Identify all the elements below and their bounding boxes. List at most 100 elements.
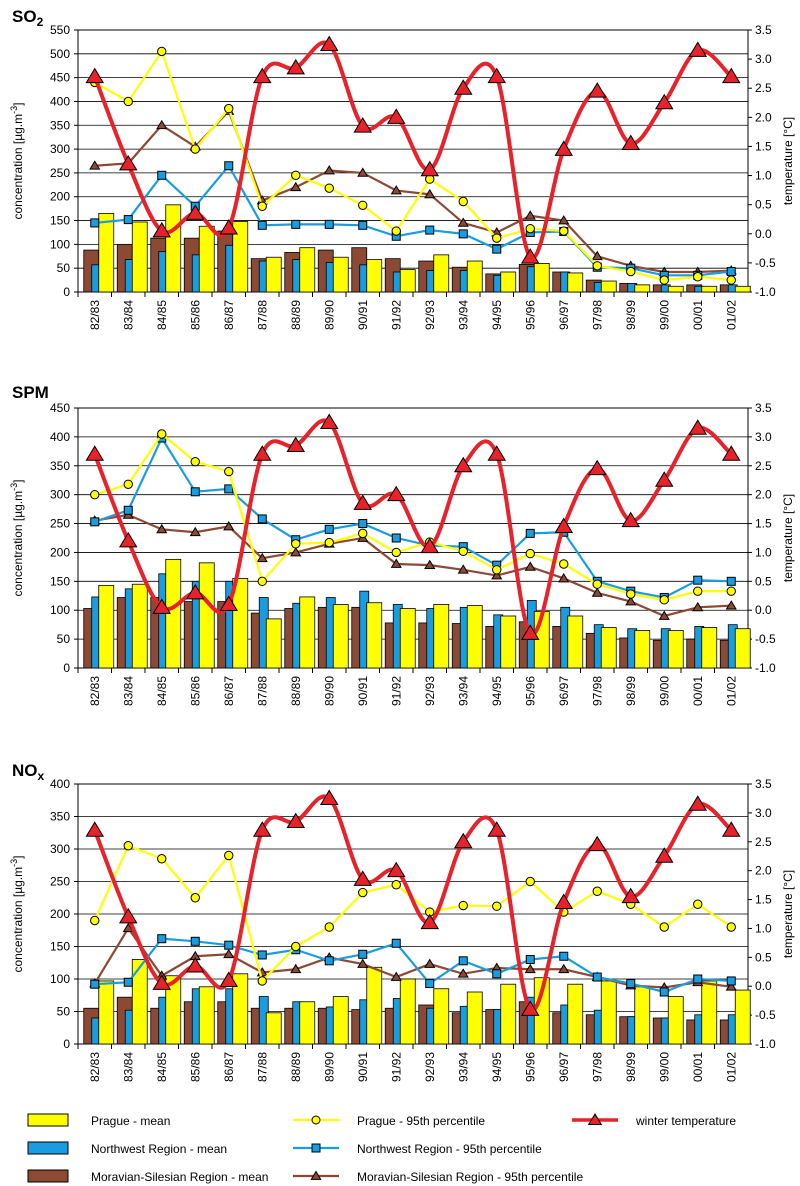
temperature-point bbox=[453, 456, 473, 473]
bar bbox=[466, 260, 483, 293]
bar bbox=[701, 980, 718, 1045]
data-point bbox=[693, 974, 703, 984]
data-point bbox=[257, 201, 267, 211]
data-point bbox=[257, 976, 267, 986]
y2-tick-label: 0.0 bbox=[755, 227, 772, 241]
temperature-point bbox=[721, 821, 741, 837]
y2-tick-label: -1.0 bbox=[755, 1037, 776, 1051]
bar bbox=[366, 602, 383, 669]
temperature-point bbox=[688, 419, 708, 435]
x-tick-label: 85/86 bbox=[188, 676, 202, 706]
data-point bbox=[291, 941, 301, 952]
x-tick-label: 93/94 bbox=[456, 676, 470, 706]
y-tick-label: 550 bbox=[50, 23, 70, 37]
data-point bbox=[324, 524, 334, 534]
series-line bbox=[94, 432, 732, 601]
temperature-point bbox=[487, 445, 507, 461]
y2-tick-label: -0.5 bbox=[755, 1008, 776, 1022]
data-point bbox=[89, 160, 101, 170]
legend-marker bbox=[311, 1115, 321, 1125]
data-point bbox=[592, 972, 602, 982]
legend-swatch bbox=[27, 1113, 69, 1127]
data-point bbox=[90, 489, 100, 500]
x-tick-label: 98/99 bbox=[624, 1052, 638, 1082]
bar bbox=[500, 615, 517, 669]
data-point bbox=[659, 987, 669, 997]
bar bbox=[165, 975, 182, 1045]
data-point bbox=[492, 565, 502, 575]
x-tick-label: 95/96 bbox=[523, 676, 537, 706]
data-point bbox=[257, 950, 267, 960]
temperature-line bbox=[92, 40, 733, 261]
bar bbox=[299, 1001, 316, 1045]
y2-tick-label: 1.0 bbox=[755, 921, 772, 935]
bar bbox=[600, 280, 617, 293]
y-tick-label: 250 bbox=[50, 166, 70, 180]
bar bbox=[232, 578, 249, 669]
temperature-point bbox=[386, 108, 406, 124]
data-point bbox=[324, 183, 334, 193]
y-tick-label: 150 bbox=[50, 214, 70, 228]
y-tick-label: 100 bbox=[50, 972, 70, 986]
y-tick-label: 350 bbox=[50, 810, 70, 824]
legend-label: Moravian-Silesian Region - mean bbox=[91, 1170, 268, 1184]
data-point bbox=[256, 552, 268, 563]
y2-tick-label: 1.0 bbox=[755, 545, 772, 559]
temperature-point bbox=[520, 248, 540, 264]
data-point bbox=[658, 610, 670, 620]
legend-label: Prague - 95th percentile bbox=[357, 1114, 485, 1128]
y2-tick-label: 3.5 bbox=[755, 401, 772, 415]
bar bbox=[466, 991, 483, 1045]
data-point bbox=[123, 479, 133, 489]
data-point bbox=[592, 886, 602, 896]
data-point bbox=[391, 226, 401, 236]
temperature-point bbox=[520, 624, 540, 640]
x-tick-label: 98/99 bbox=[624, 676, 638, 706]
y-tick-label: 50 bbox=[57, 632, 71, 646]
data-point bbox=[525, 528, 535, 538]
data-point bbox=[224, 466, 234, 477]
temperature-point bbox=[520, 1000, 540, 1016]
y2-tick-label: -1.0 bbox=[755, 661, 776, 675]
chart-title-subscript: 2 bbox=[37, 15, 44, 29]
temperature-point bbox=[353, 117, 373, 133]
data-point bbox=[458, 546, 468, 556]
y-tick-label: 500 bbox=[50, 47, 70, 61]
y-tick-label: 450 bbox=[50, 401, 70, 415]
temperature-point bbox=[286, 58, 306, 75]
y-tick-label: 350 bbox=[50, 459, 70, 473]
x-tick-label: 82/83 bbox=[88, 676, 102, 706]
data-point bbox=[190, 487, 200, 497]
temperature-point bbox=[721, 445, 741, 461]
data-point bbox=[157, 46, 167, 57]
temperature-point bbox=[587, 459, 607, 476]
data-point bbox=[693, 575, 703, 585]
y2-tick-label: 2.0 bbox=[755, 864, 772, 878]
bar bbox=[634, 284, 651, 293]
temperature-point bbox=[219, 218, 239, 235]
y2-tick-label: 2.0 bbox=[755, 110, 772, 124]
data-point bbox=[693, 899, 703, 909]
y-tick-label: 0 bbox=[63, 661, 70, 675]
data-point bbox=[189, 526, 201, 537]
temperature-point bbox=[487, 821, 507, 837]
temperature-point bbox=[688, 41, 708, 57]
data-point bbox=[190, 144, 200, 154]
y-tick-label: 100 bbox=[50, 603, 70, 617]
y2-tick-label: 3.0 bbox=[755, 806, 772, 820]
data-point bbox=[457, 968, 469, 978]
data-point bbox=[123, 505, 133, 515]
data-point bbox=[324, 956, 334, 966]
y2-tick-label: -0.5 bbox=[755, 256, 776, 270]
bar bbox=[500, 271, 517, 293]
y-tick-label: 450 bbox=[50, 71, 70, 85]
bar bbox=[366, 259, 383, 293]
bar bbox=[165, 204, 182, 293]
x-tick-label: 88/89 bbox=[289, 676, 303, 706]
x-tick-label: 93/94 bbox=[456, 1052, 470, 1082]
data-point bbox=[458, 956, 468, 966]
x-tick-label: 90/91 bbox=[356, 1052, 370, 1082]
data-point bbox=[358, 220, 368, 230]
data-point bbox=[123, 977, 133, 987]
data-point bbox=[492, 969, 502, 979]
